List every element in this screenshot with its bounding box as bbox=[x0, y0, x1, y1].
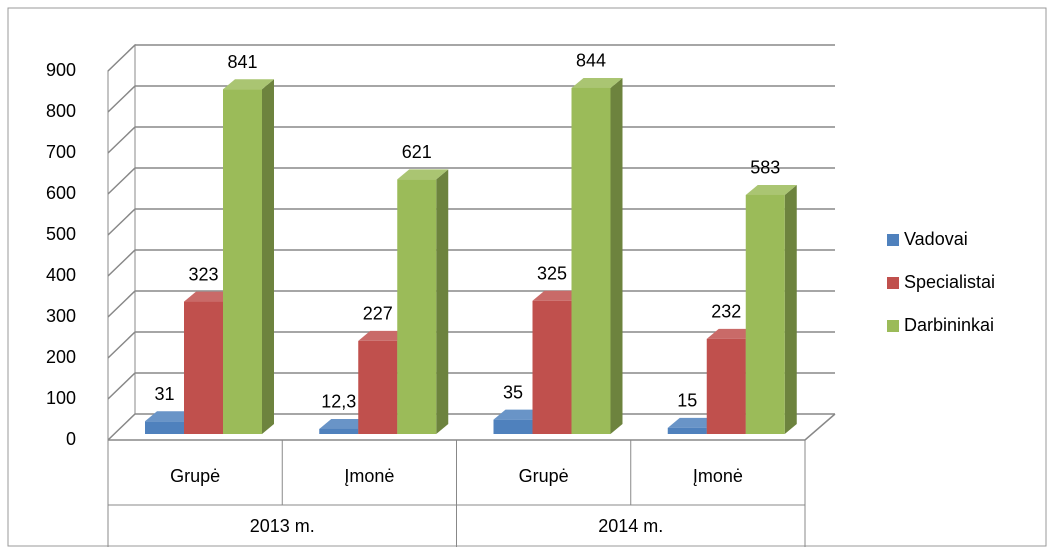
data-label: 227 bbox=[363, 304, 393, 324]
y-tick-label: 600 bbox=[46, 183, 76, 203]
legend-label: Darbininkai bbox=[904, 315, 994, 335]
bar-top bbox=[319, 418, 371, 429]
group-label: 2013 m. bbox=[250, 516, 315, 536]
data-label: 323 bbox=[188, 264, 218, 284]
y-tick-label: 0 bbox=[66, 429, 76, 449]
bar-side bbox=[610, 77, 623, 435]
y-tick-label: 400 bbox=[46, 265, 76, 285]
legend-label: Specialistai bbox=[904, 272, 995, 292]
bar-top bbox=[397, 169, 449, 180]
data-label: 232 bbox=[711, 302, 741, 322]
y-tick-label: 700 bbox=[46, 142, 76, 162]
x-tick-label: Įmonė bbox=[693, 466, 743, 486]
bar bbox=[571, 87, 611, 435]
bar-top bbox=[184, 291, 235, 302]
x-tick-label: Įmonė bbox=[344, 466, 394, 486]
bar bbox=[745, 194, 785, 434]
legend-swatch bbox=[887, 277, 899, 289]
chart-border bbox=[7, 7, 1047, 547]
bar-side bbox=[262, 79, 274, 434]
data-label: 31 bbox=[154, 384, 174, 404]
data-label: 35 bbox=[503, 382, 523, 402]
bar-top bbox=[745, 184, 797, 195]
bar-top bbox=[667, 417, 719, 428]
data-label: 841 bbox=[227, 52, 257, 72]
bar-top bbox=[145, 411, 196, 422]
legend-swatch bbox=[887, 320, 899, 332]
data-label: 583 bbox=[750, 158, 780, 178]
grid-line bbox=[107, 44, 835, 72]
legend-swatch bbox=[887, 234, 899, 246]
data-label: 844 bbox=[576, 51, 606, 71]
data-label: 15 bbox=[677, 391, 697, 411]
bar bbox=[706, 338, 746, 434]
bar bbox=[667, 427, 707, 434]
bar-top bbox=[493, 409, 545, 420]
bar bbox=[532, 300, 572, 434]
bar-side bbox=[436, 169, 449, 434]
legend-label: Vadovai bbox=[904, 229, 968, 249]
bar-side bbox=[784, 184, 797, 434]
x-tick-label: Grupė bbox=[170, 466, 220, 486]
x-tick-label: Grupė bbox=[519, 466, 569, 486]
data-label: 12,3 bbox=[321, 392, 356, 412]
bar bbox=[223, 89, 262, 434]
bar-top bbox=[358, 330, 410, 341]
y-tick-label: 800 bbox=[46, 101, 76, 121]
bar-top bbox=[571, 77, 623, 88]
y-tick-label: 500 bbox=[46, 224, 76, 244]
group-label: 2014 m. bbox=[598, 516, 663, 536]
data-label: 621 bbox=[402, 142, 432, 162]
bar bbox=[145, 421, 184, 434]
bar-top bbox=[223, 79, 274, 90]
bar bbox=[319, 428, 359, 434]
y-tick-label: 300 bbox=[46, 306, 76, 326]
data-label: 325 bbox=[537, 264, 567, 284]
bar bbox=[493, 419, 533, 434]
bar bbox=[397, 179, 437, 434]
bar-top bbox=[532, 290, 584, 301]
bar bbox=[184, 301, 223, 434]
bar-top bbox=[706, 328, 758, 339]
y-tick-label: 200 bbox=[46, 347, 76, 367]
y-tick-label: 900 bbox=[46, 60, 76, 80]
y-tick-label: 100 bbox=[46, 388, 76, 408]
bar bbox=[358, 340, 398, 434]
